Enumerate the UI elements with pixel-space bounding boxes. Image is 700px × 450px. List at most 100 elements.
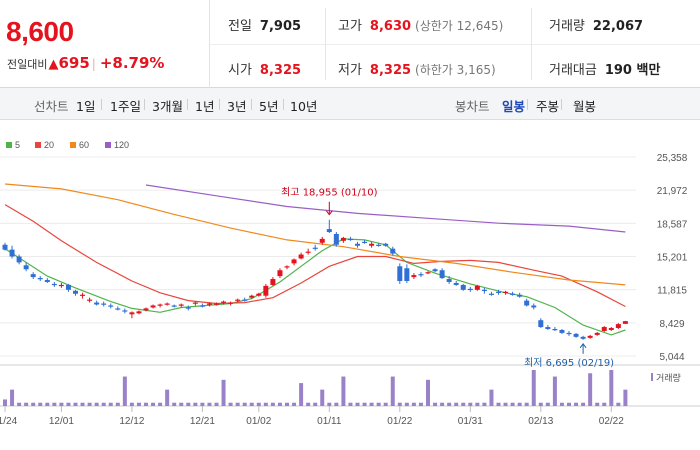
volume-bar [440, 402, 445, 406]
volume-bar [292, 402, 297, 406]
x-tick-label: 12/12 [119, 416, 144, 427]
period-1-week[interactable]: 1주일 [110, 99, 141, 114]
candle-monthly[interactable]: 월봉 [573, 99, 597, 114]
candle-body [150, 305, 156, 308]
volume-bar [616, 402, 621, 406]
candle-body [503, 291, 509, 293]
x-tick-label: 02/13 [528, 416, 553, 427]
nav-separator [251, 99, 252, 110]
volume-bar [249, 402, 254, 406]
legend-label: 20 [44, 140, 54, 150]
period-3-months[interactable]: 3개월 [152, 99, 183, 114]
candle-body [460, 284, 466, 290]
candle-body [531, 305, 537, 308]
candle-body [432, 269, 438, 272]
candle-body [312, 247, 318, 249]
candle-body [298, 254, 304, 259]
candle-body [538, 320, 544, 328]
volume-bar [482, 402, 487, 406]
candle-body [143, 308, 149, 311]
volume-bar [299, 383, 304, 406]
candle-body [524, 300, 530, 306]
candle-body [333, 233, 339, 245]
volume-bar [3, 399, 7, 406]
legend-label: 60 [79, 140, 89, 150]
volume-bar [362, 402, 367, 406]
volume-bar [38, 402, 43, 406]
candle-body [347, 238, 353, 241]
volume-bar [285, 402, 289, 406]
candle-body [517, 294, 523, 297]
volume-bar [122, 376, 127, 406]
candle-body [383, 243, 389, 246]
date-axis: 11/24 12/01 12/12 12/21 01/02 01/11 01/22 01/31… [0, 406, 624, 427]
candle-body [467, 288, 473, 291]
volume-bar [355, 402, 360, 406]
price-change: 전일대비▲695 | +8.79% [7, 54, 164, 72]
volume-bar [45, 402, 50, 406]
volume-bar [94, 402, 99, 406]
down-arrow-icon [325, 210, 333, 216]
legend-label: 5 [15, 140, 20, 150]
candle-body [390, 248, 396, 254]
candle-body [249, 295, 255, 298]
volume-bar [200, 402, 205, 406]
nav-separator [101, 99, 102, 110]
candle-body [206, 303, 212, 305]
candle-body [594, 332, 600, 335]
candle-body [242, 299, 248, 301]
volume-bar [129, 402, 134, 406]
candle-body [101, 303, 107, 305]
volume-bar [390, 376, 395, 406]
candle-daily[interactable]: 일봉 [502, 99, 526, 114]
volume-bar [186, 402, 191, 406]
candle-body [376, 244, 382, 246]
period-5-years[interactable]: 5년 [259, 99, 279, 114]
volume-bar [214, 402, 219, 406]
candle-body [622, 321, 628, 324]
volume-bar [581, 402, 586, 406]
period-selector-bar: 선차트 1일 1주일 3개월 1년 3년 5년 10년 봉차트 일봉 주봉 월봉 [0, 88, 700, 120]
candle-body [9, 249, 15, 257]
period-3-years[interactable]: 3년 [227, 99, 247, 114]
nav-separator [219, 99, 220, 110]
volume-bar [334, 402, 339, 406]
volume-bar [228, 402, 233, 406]
candle-body [235, 299, 241, 301]
ma-20-line [4, 204, 626, 308]
candle-body [115, 308, 121, 310]
volume-bar [496, 402, 501, 406]
candle-body [474, 285, 480, 290]
x-tick-label: 02/22 [599, 416, 624, 427]
candle-weekly[interactable]: 주봉 [536, 99, 560, 114]
volume-bar [270, 402, 275, 406]
volume-bar [524, 402, 529, 406]
volume-bar [320, 389, 325, 406]
current-price: 8,600 [6, 16, 74, 47]
volume-bar [397, 402, 402, 406]
x-tick-label: 11/24 [0, 416, 18, 427]
candle-body [340, 237, 346, 241]
candle-body [559, 329, 565, 333]
legend-swatch [105, 142, 111, 148]
change-divider: | [91, 57, 96, 71]
nav-separator [527, 99, 528, 110]
open-price: 시가 8,325 [228, 63, 302, 78]
volume-legend-label: 거래량 [656, 372, 681, 384]
candle-body [319, 238, 325, 243]
period-10-years[interactable]: 10년 [290, 99, 318, 114]
period-1-year[interactable]: 1년 [195, 99, 215, 114]
legend-label: 120 [114, 140, 129, 150]
candle-body [164, 303, 170, 305]
volume-bar [17, 402, 22, 406]
period-1-day[interactable]: 1일 [76, 99, 96, 114]
candle-body [615, 324, 621, 328]
volume-bar [80, 402, 85, 406]
volume-bar [144, 402, 148, 406]
candle-body [228, 302, 234, 304]
candle-body [171, 305, 177, 307]
candlesticks [2, 219, 628, 340]
volume-bar [101, 402, 106, 406]
volume-bar [327, 402, 332, 406]
candle-body [30, 274, 36, 278]
